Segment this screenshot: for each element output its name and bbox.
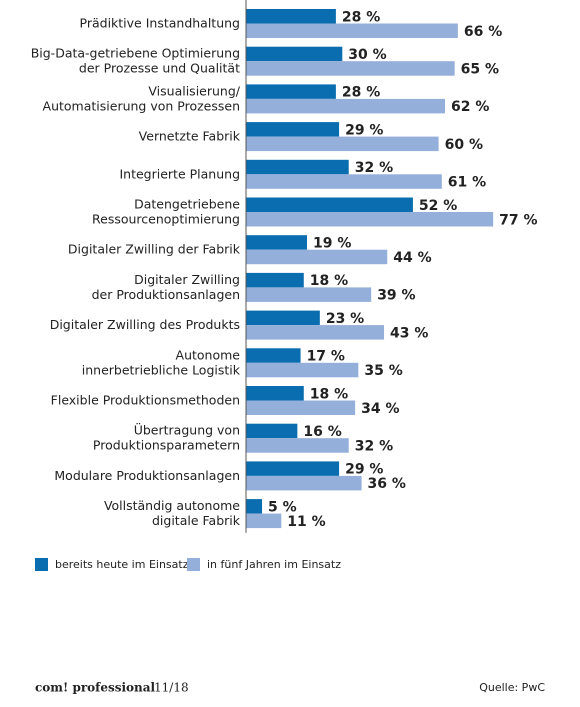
- value-label: 35 %: [364, 363, 402, 379]
- category-line: Übertragung von: [134, 421, 240, 437]
- category-label: Vollständig autonome digitale Fabrik: [104, 498, 241, 528]
- category-label: Visualisierung/Automatisierung von Proze…: [43, 83, 241, 113]
- bar: [246, 159, 349, 175]
- value-label: 29 %: [345, 122, 383, 138]
- bar: [246, 272, 304, 288]
- bar: [246, 423, 298, 439]
- category-label: Übertragung von Produktionsparametern: [93, 421, 240, 452]
- bar: [246, 235, 307, 250]
- value-label: 34 %: [361, 401, 399, 417]
- value-label: 61 %: [448, 175, 486, 191]
- bar: [246, 249, 388, 265]
- bar: [246, 84, 336, 99]
- value-label: 66 %: [464, 24, 502, 40]
- bar: [246, 174, 442, 189]
- bar: [246, 46, 343, 62]
- category-line: innerbetriebliche Logistik: [82, 362, 241, 377]
- category-line: Big-Data-getriebene Optimierung: [31, 45, 240, 60]
- source: Quelle: PwC: [479, 681, 545, 694]
- value-label: 17 %: [307, 349, 345, 365]
- bar: [246, 362, 359, 378]
- category-label: Autonome innerbetriebliche Logistik: [82, 347, 241, 377]
- value-label: 11 %: [287, 514, 325, 530]
- brand: com! professional: [35, 681, 156, 695]
- value-label: 52 %: [419, 198, 457, 214]
- category-line: Modulare Produktionsanlagen: [54, 467, 240, 482]
- category-line: Vernetzte Fabrik: [139, 128, 241, 143]
- category-line: Datengetriebene: [134, 196, 240, 211]
- bar: [246, 98, 446, 114]
- category-label: Modulare Produktionsanlagen: [54, 467, 240, 482]
- category-line: Produktionsparametern: [93, 437, 240, 452]
- value-label: 32 %: [355, 438, 393, 454]
- bar: [246, 61, 455, 76]
- bar: [246, 122, 340, 137]
- category-label: Big-Data-getriebene Optimierung der Proze…: [31, 45, 240, 75]
- value-label: 60 %: [445, 137, 483, 153]
- legend-label: in fünf Jahren im Einsatz: [207, 558, 341, 571]
- bar: [246, 461, 340, 476]
- category-label: Integrierte Planung: [119, 166, 240, 181]
- bar: [246, 513, 282, 529]
- value-label: 19 %: [313, 235, 351, 251]
- bar: [246, 197, 413, 212]
- category-label: Flexible Produktionsmethoden: [51, 392, 240, 407]
- legend-swatch: [187, 558, 200, 571]
- bar: [246, 386, 304, 401]
- category-line: digitale Fabrik: [152, 513, 241, 528]
- category-line: Digitaler Zwilling: [134, 271, 240, 286]
- value-label: 23 %: [326, 311, 364, 327]
- bar: [246, 287, 372, 302]
- category-label: Digitaler Zwilling der Fabrik: [68, 241, 241, 256]
- bar: [246, 475, 362, 491]
- category-line: der Prozesse und Qualität: [79, 60, 240, 75]
- bar: [246, 310, 320, 326]
- category-line: Prädiktive Instandhaltung: [80, 15, 240, 30]
- value-label: 65 %: [461, 61, 499, 77]
- value-label: 28 %: [342, 85, 380, 101]
- bar: [246, 23, 458, 38]
- value-label: 28 %: [342, 9, 380, 25]
- bar: [246, 136, 439, 152]
- category-line: Integrierte Planung: [119, 166, 240, 181]
- category-label: Prädiktive Instandhaltung: [80, 15, 240, 30]
- value-label: 18 %: [310, 273, 348, 289]
- value-label: 39 %: [377, 288, 415, 304]
- category-label: Digitaler Zwilling des Produkts: [50, 317, 240, 332]
- category-label: Digitaler Zwilling der Produktionsanlagen: [92, 271, 240, 301]
- value-label: 30 %: [348, 47, 386, 63]
- category-line: Flexible Produktionsmethoden: [51, 392, 240, 407]
- bar: [246, 438, 349, 453]
- category-line: Vollständig autonome: [104, 498, 240, 513]
- category-label: Datengetriebene Ressourcenoptimierung: [92, 196, 240, 226]
- value-label: 16 %: [303, 424, 341, 440]
- value-label: 18 %: [310, 386, 348, 402]
- category-line: der Produktionsanlagen: [92, 286, 240, 301]
- bar: [246, 400, 356, 415]
- category-line: Autonome: [176, 347, 241, 362]
- value-label: 77 %: [499, 212, 537, 228]
- bar: [246, 9, 336, 24]
- value-label: 32 %: [355, 160, 393, 176]
- issue: 11/18: [154, 681, 189, 695]
- value-label: 43 %: [390, 325, 428, 341]
- bar: [246, 325, 385, 340]
- value-label: 36 %: [368, 476, 406, 492]
- category-line: Visualisierung/: [148, 83, 240, 98]
- legend-label: bereits heute im Einsatz: [55, 558, 189, 571]
- category-label: Vernetzte Fabrik: [139, 128, 241, 143]
- value-label: 29 %: [345, 462, 383, 478]
- bar: [246, 212, 494, 227]
- category-line: Automatisierung von Prozessen: [43, 98, 240, 113]
- category-line: Ressourcenoptimierung: [92, 211, 240, 226]
- bar: [246, 348, 301, 363]
- bar: [246, 499, 263, 514]
- category-line: Digitaler Zwilling des Produkts: [50, 317, 240, 332]
- value-label: 44 %: [393, 250, 431, 266]
- category-line: Digitaler Zwilling der Fabrik: [68, 241, 241, 256]
- value-label: 5 %: [268, 499, 297, 515]
- value-label: 62 %: [451, 99, 489, 115]
- legend-swatch: [35, 558, 48, 571]
